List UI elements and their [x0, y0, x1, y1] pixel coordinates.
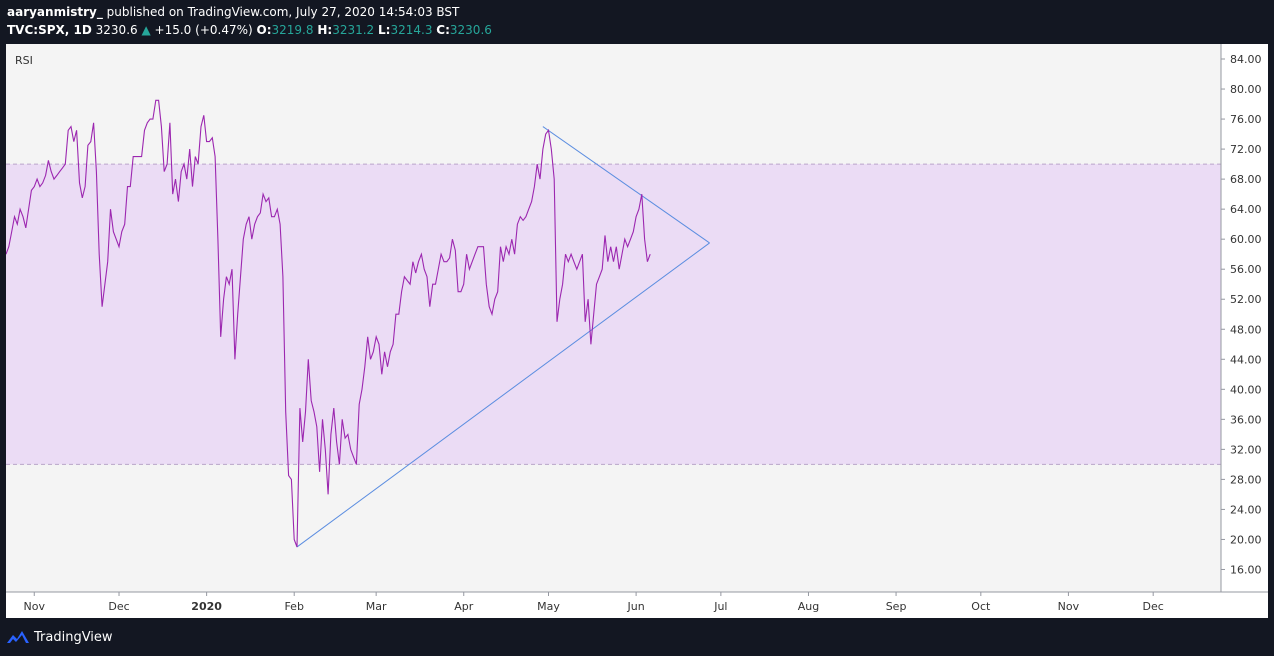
y-tick-label: 40.00: [1230, 383, 1262, 396]
chart-header: aaryanmistry_ published on TradingView.c…: [0, 0, 1274, 44]
y-axis-ticks: 16.00 20.00 24.00 28.00 32.00 36.00 40.00 44.00…: [1221, 53, 1262, 576]
rsi-series-line: [5, 99, 651, 548]
x-tick-label: Jul: [713, 600, 727, 613]
trendline-1[interactable]: [296, 242, 710, 548]
y-tick-label: 20.00: [1230, 533, 1262, 546]
x-tick-label: Dec: [1143, 600, 1164, 613]
x-tick-label: Apr: [454, 600, 474, 613]
rsi-chart[interactable]: 16.00 20.00 24.00 28.00 32.00 36.00 40.00 44.00…: [5, 44, 1268, 618]
x-tick-label: Jun: [627, 600, 645, 613]
y-tick-label: 48.00: [1230, 323, 1262, 336]
rsi-chart-svg[interactable]: 16.00 20.00 24.00 28.00 32.00 36.00 40.00 44.00…: [5, 44, 1268, 618]
tradingview-logo-icon[interactable]: [7, 629, 29, 645]
publish-text: published on TradingView.com, July 27, 2…: [106, 5, 460, 19]
y-tick-label: 36.00: [1230, 413, 1262, 426]
x-tick-label: Dec: [108, 600, 129, 613]
y-tick-label: 32.00: [1230, 443, 1262, 456]
y-tick-label: 84.00: [1230, 53, 1262, 66]
x-tick-label: Aug: [798, 600, 819, 613]
y-tick-label: 80.00: [1230, 83, 1262, 96]
chart-title: RSI: [15, 54, 33, 67]
y-tick-label: 64.00: [1230, 203, 1262, 216]
price-change: +15.0 (+0.47%): [154, 23, 253, 37]
footer: TradingView: [0, 618, 1274, 656]
y-tick-label: 44.00: [1230, 353, 1262, 366]
low-label: L:: [378, 23, 391, 37]
price-scale[interactable]: [1221, 44, 1268, 592]
x-axis-ticks: Nov Dec 2020 Feb Mar Apr May Jun Jul Aug Sep Oct Nov…: [24, 592, 1164, 613]
x-tick-label: Mar: [366, 600, 387, 613]
close-value: 3230.6: [449, 23, 492, 37]
publish-info: aaryanmistry_ published on TradingView.c…: [7, 5, 459, 19]
x-tick-label: Nov: [1058, 600, 1080, 613]
tradingview-brand[interactable]: TradingView: [34, 630, 113, 645]
x-tick-label: Feb: [284, 600, 303, 613]
open-value: 3219.8: [271, 23, 314, 37]
x-tick-label: May: [537, 600, 560, 613]
y-tick-label: 76.00: [1230, 113, 1262, 126]
x-tick-label: Sep: [886, 600, 907, 613]
y-tick-label: 24.00: [1230, 503, 1262, 516]
y-tick-label: 16.00: [1230, 563, 1262, 576]
y-tick-label: 52.00: [1230, 293, 1262, 306]
close-label: C:: [436, 23, 450, 37]
x-tick-label: Oct: [971, 600, 991, 613]
trendline-2[interactable]: [542, 126, 710, 244]
open-label: O:: [256, 23, 272, 37]
y-tick-label: 56.00: [1230, 263, 1262, 276]
y-tick-label: 60.00: [1230, 233, 1262, 246]
high-value: 3231.2: [332, 23, 375, 37]
trendlines: [296, 126, 710, 548]
y-tick-label: 28.00: [1230, 473, 1262, 486]
last-price: 3230.6: [95, 23, 138, 37]
x-tick-label: 2020: [191, 600, 222, 613]
author-name[interactable]: aaryanmistry_: [7, 5, 103, 19]
y-tick-label: 68.00: [1230, 173, 1262, 186]
y-tick-label: 72.00: [1230, 143, 1262, 156]
time-scale[interactable]: [6, 592, 1268, 618]
low-value: 3214.3: [390, 23, 433, 37]
symbol-name[interactable]: TVC:SPX, 1D: [7, 23, 92, 37]
up-arrow-icon: ▲: [141, 23, 151, 37]
x-tick-label: Nov: [24, 600, 46, 613]
symbol-quote: TVC:SPX, 1D 3230.6 ▲ +15.0 (+0.47%) O:32…: [7, 23, 492, 37]
high-label: H:: [317, 23, 333, 37]
